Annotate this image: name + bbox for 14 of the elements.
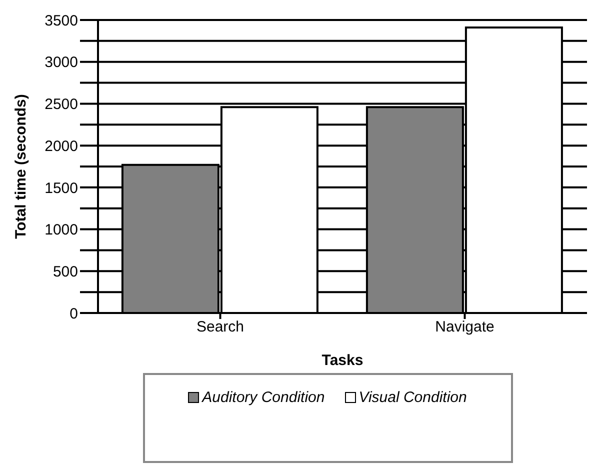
y-tick-label: 1000: [44, 222, 78, 239]
legend-label: Visual Condition: [358, 389, 467, 406]
legend-label: Auditory Condition: [202, 389, 325, 406]
x-tick-label: Search: [196, 318, 244, 336]
y-tick-label: 0: [70, 305, 78, 322]
x-tick-label: Navigate: [435, 318, 494, 336]
y-tick-label: 3000: [44, 54, 78, 72]
y-tick-label: 2000: [44, 138, 78, 155]
x-axis-title: Tasks: [322, 352, 364, 369]
y-axis-title: Total time (seconds): [12, 94, 30, 239]
y-tick-label: 2500: [44, 96, 78, 114]
y-tick-label: 3500: [44, 12, 78, 30]
y-tick-label: 1500: [44, 180, 78, 197]
y-tick-label: 500: [52, 263, 78, 280]
